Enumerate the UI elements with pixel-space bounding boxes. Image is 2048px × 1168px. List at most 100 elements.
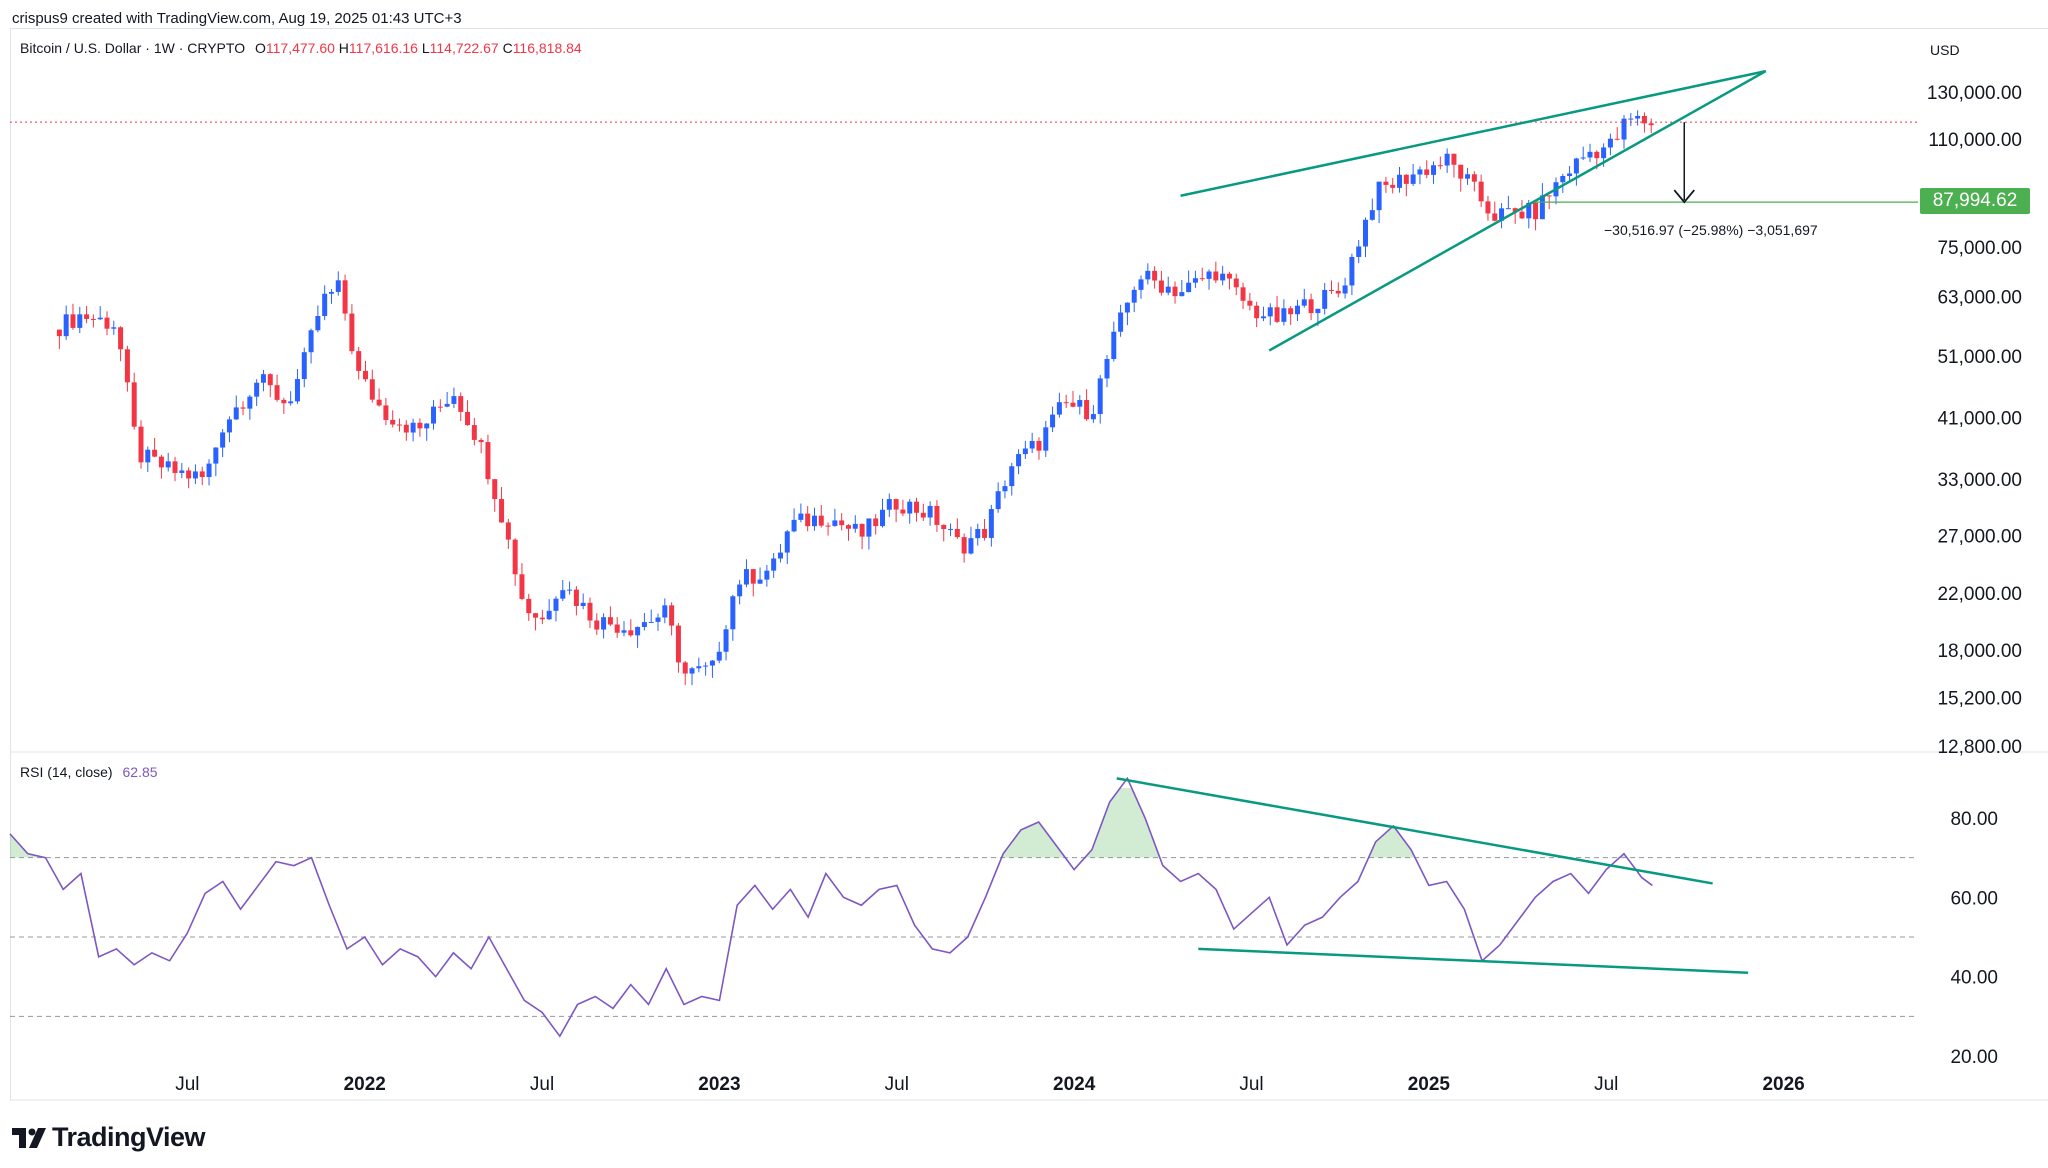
candle-body	[97, 317, 103, 320]
candle	[1621, 115, 1627, 149]
candle-body	[601, 617, 607, 630]
candle	[288, 391, 294, 406]
candle-body	[1254, 305, 1260, 319]
candle	[281, 397, 287, 414]
price-axis-tick: 27,000.00	[1937, 526, 2022, 547]
rsi-line	[9, 776, 1653, 1038]
candle	[859, 523, 865, 550]
candle-body	[294, 379, 300, 402]
candle	[730, 594, 736, 641]
tradingview-logo[interactable]: TradingView	[12, 1122, 206, 1153]
candle	[975, 523, 981, 546]
candle-body	[900, 509, 906, 514]
candle	[118, 326, 124, 362]
candle	[1478, 174, 1484, 207]
candle-body	[880, 509, 886, 527]
candle-body	[975, 529, 981, 539]
candle-body	[1152, 270, 1158, 281]
candle-body	[63, 314, 69, 337]
candle	[1192, 270, 1198, 288]
candle-body	[1601, 147, 1607, 159]
candle-body	[607, 617, 613, 625]
candle-body	[1539, 195, 1545, 220]
candle-body	[165, 461, 171, 468]
candle-body	[403, 424, 409, 433]
candle-body	[1192, 278, 1198, 283]
candle	[954, 518, 960, 540]
candle-body	[1397, 174, 1403, 188]
candle	[1260, 306, 1266, 322]
candle	[1635, 110, 1641, 126]
candle-body	[1063, 402, 1069, 404]
candle-body	[431, 406, 437, 424]
candle	[1213, 261, 1219, 284]
candle-body	[206, 463, 212, 478]
candle-body	[539, 617, 545, 620]
candle-body	[424, 423, 430, 429]
time-axis-tick: Jul	[530, 1074, 554, 1095]
candle	[1274, 296, 1280, 324]
candle	[1138, 275, 1144, 299]
candle-body	[322, 293, 328, 316]
candle-body	[124, 349, 130, 383]
candle-body	[1335, 290, 1341, 294]
candle-body	[832, 520, 838, 526]
candle-body	[335, 280, 341, 292]
candle-body	[641, 622, 647, 627]
candle	[539, 609, 545, 625]
candle-body	[70, 314, 76, 328]
candle-body	[247, 396, 253, 409]
candle-body	[845, 525, 851, 529]
rsi-label[interactable]: RSI (14, close)	[20, 764, 113, 780]
candle	[1179, 279, 1185, 297]
candle	[124, 345, 130, 392]
chart-panel[interactable]	[10, 28, 2048, 1101]
candle-body	[1328, 289, 1334, 291]
rsi-axis-tick: 20.00	[1950, 1047, 1998, 1068]
rsi-legend: RSI (14, close) 62.85	[20, 764, 158, 780]
candle	[893, 498, 899, 523]
price-axis-tick: 51,000.00	[1937, 347, 2022, 368]
time-axis-tick: Jul	[1239, 1074, 1263, 1095]
candle	[233, 395, 239, 420]
candle	[512, 538, 518, 586]
candle-body	[1050, 414, 1056, 428]
candle	[628, 619, 634, 637]
candle	[1641, 112, 1647, 133]
candle-body	[716, 651, 722, 661]
candle-body	[342, 280, 348, 314]
candle	[920, 503, 926, 521]
candle-body	[390, 419, 396, 425]
candle-body	[784, 531, 790, 553]
candle	[165, 452, 171, 472]
candle-body	[145, 449, 151, 463]
candle-body	[873, 518, 879, 527]
candle-body	[682, 662, 688, 674]
candle-body	[825, 525, 831, 527]
candle	[1063, 394, 1069, 409]
candle	[478, 438, 484, 454]
candle-body	[1172, 286, 1178, 297]
candle-body	[77, 314, 83, 328]
candle	[90, 314, 96, 328]
candle	[1451, 153, 1457, 178]
candle-body	[1070, 402, 1076, 407]
candle	[1328, 280, 1334, 294]
symbol-label[interactable]: Bitcoin / U.S. Dollar · 1W · CRYPTO	[20, 40, 246, 56]
candle	[927, 501, 933, 526]
candle-body	[1036, 441, 1042, 451]
candle	[104, 311, 110, 336]
candle	[1186, 270, 1192, 293]
candle-body	[1356, 246, 1362, 257]
candle	[1628, 113, 1634, 126]
grid-lines	[10, 751, 2048, 1101]
candle	[158, 454, 164, 479]
candle-body	[152, 449, 158, 457]
candle	[138, 420, 144, 469]
candle	[1560, 173, 1566, 193]
candle	[1587, 143, 1593, 163]
candle-body	[478, 439, 484, 443]
candle	[1383, 176, 1389, 193]
currency-label[interactable]: USD	[1930, 42, 1960, 58]
